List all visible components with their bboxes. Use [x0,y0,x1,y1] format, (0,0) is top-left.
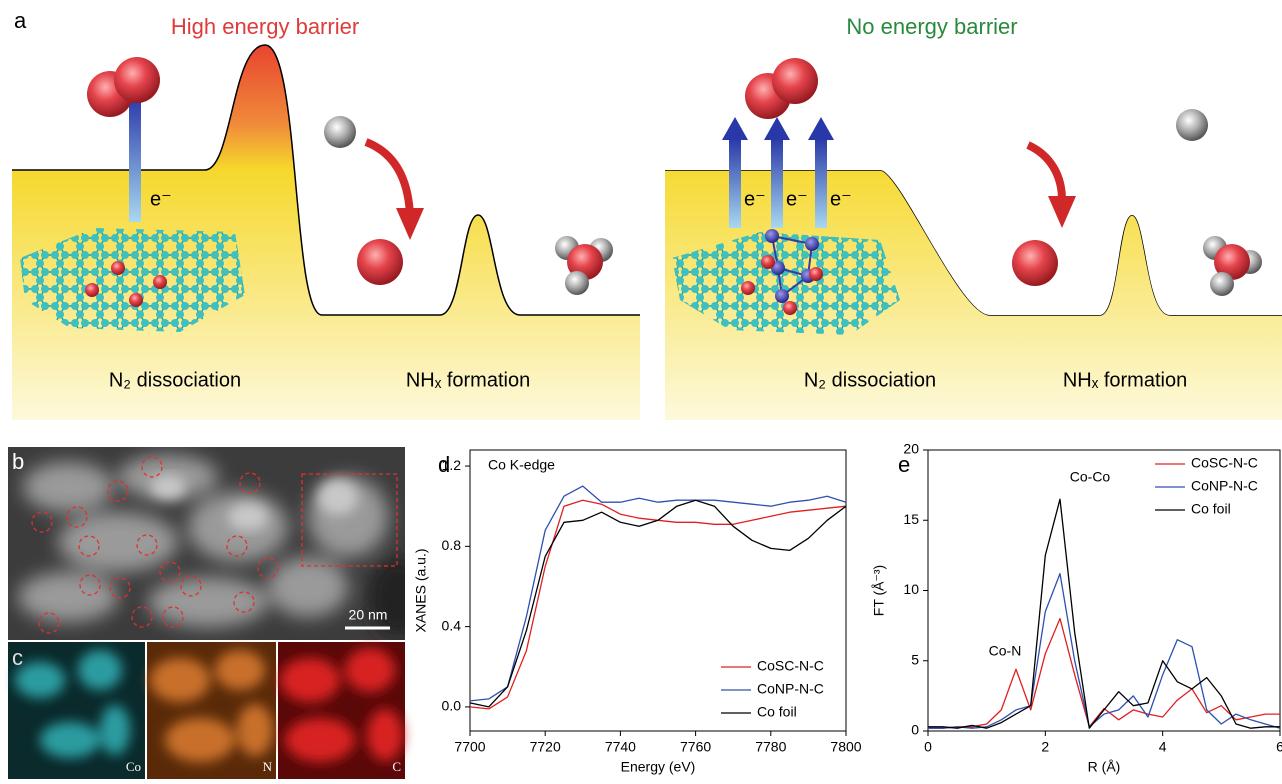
x-tick-label: 4 [1159,739,1167,755]
n-atom [357,239,403,285]
h-atom [1176,109,1208,141]
annotation: Co-N [989,643,1022,659]
h-atom [324,116,356,148]
x-tick-label: 7780 [755,739,786,755]
legend-label: Co foil [757,704,797,720]
legend-label: CoNP-N-C [1191,478,1258,494]
arrow-head [722,117,748,140]
x-tick-label: 7800 [830,739,861,755]
x-tick-label: 0 [924,739,932,755]
n-atom [772,58,818,104]
series-line [928,574,1280,729]
legend-label: CoSC-N-C [1191,455,1258,471]
step-label: NHₓ formation [1063,369,1187,391]
series-line [928,499,1280,728]
h-atom [1210,272,1234,296]
x-axis-label: R (Å) [1088,759,1121,775]
arrow-head [808,117,834,140]
series-line [928,619,1280,729]
x-tick-label: 7740 [605,739,636,755]
panel-label: a [14,8,27,33]
panel-label: b [12,449,24,474]
arrow [771,138,783,228]
step-label: NHₓ formation [406,369,530,391]
arrow-head [764,117,790,140]
n-atom [114,57,160,103]
step-label: N₂ dissociation [804,369,936,391]
panel-label: c [12,645,23,670]
h-atom [565,271,589,295]
annotation: Co-Co [1070,469,1111,485]
diagram-title: No energy barrier [846,14,1017,39]
x-tick-label: 7720 [530,739,561,755]
y-tick-label: 15 [903,511,919,527]
element-label: Co [126,759,141,774]
x-tick-label: 6 [1276,739,1282,755]
x-tick-label: 2 [1041,739,1049,755]
annotation: Co K-edge [488,457,555,473]
arrow [815,138,827,228]
x-tick-label: 7700 [454,739,485,755]
electron-label: e⁻ [744,188,766,210]
x-axis-label: Energy (eV) [621,759,696,775]
electron-label: e⁻ [786,188,808,210]
y-tick-label: 0.8 [442,537,462,553]
n-atom [1012,240,1058,286]
electron-label: e⁻ [830,188,852,210]
step-label: N₂ dissociation [109,369,241,391]
red-arrow [366,142,410,215]
arrow [729,138,741,228]
legend-label: Co foil [1191,501,1231,517]
y-axis-label: XANES (a.u.) [413,548,429,632]
figure: a High energy barrier No energy barrier … [0,0,1282,779]
y-axis-label: FT (Å⁻³) [871,565,887,616]
series-line [470,500,846,709]
y-tick-label: 0.4 [442,617,462,633]
y-tick-label: 5 [911,651,919,667]
y-tick-label: 20 [903,441,919,457]
y-tick-label: 10 [903,581,919,597]
element-label: N [263,759,273,774]
arrow [129,95,141,222]
red-arrow-head [396,208,424,240]
y-tick-label: 0 [911,722,919,738]
scale-bar-label: 20 nm [349,607,388,623]
legend-label: CoNP-N-C [757,681,824,697]
y-tick-label: 1.2 [442,457,462,473]
electron-label: e⁻ [150,188,172,210]
y-tick-label: 0.0 [442,698,462,714]
series-line [470,500,846,707]
diagram-title: High energy barrier [171,14,359,39]
element-label: C [392,759,401,774]
element-maps [8,642,405,779]
x-tick-label: 7760 [680,739,711,755]
legend-label: CoSC-N-C [757,658,824,674]
